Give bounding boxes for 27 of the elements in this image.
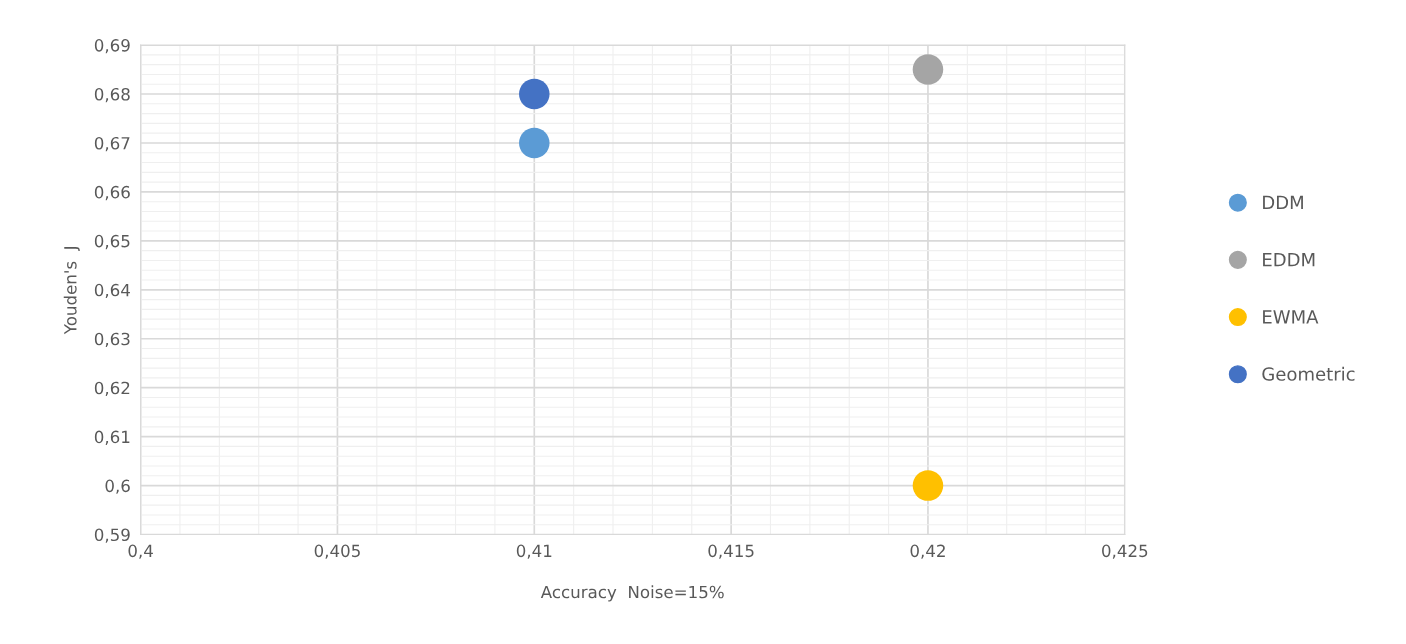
y-tick-label: 0,67 [94,136,130,152]
legend-label: DDM [1263,195,1303,209]
legend-label: EWMA [1263,310,1319,324]
legend-label: EDDM [1263,253,1315,267]
x-tick-label: 0,415 [708,544,754,559]
y-tick-label: 0,69 [94,39,130,54]
y-axis-title: Youden's J [63,246,80,335]
y-tick-label: 0,63 [94,332,130,348]
point [519,127,550,159]
x-tick-label: 0,405 [314,544,360,559]
point [912,470,944,501]
legend-label: Geometric [1262,366,1355,381]
x-tick-label: 0,425 [1102,544,1148,559]
y-tick-label: 0,64 [94,283,130,299]
x-tick-label: 0,42 [910,544,945,559]
x-tick-label: 0,4 [128,544,153,559]
point [912,54,944,85]
point [519,78,550,110]
y-tick-label: 0,59 [94,528,130,543]
y-tick-label: 0,62 [94,381,130,396]
x-tick-label: 0,41 [516,544,552,559]
y-tick-label: 0,61 [94,430,130,445]
x-axis-title: Accuracy Noise=15% [540,585,724,602]
y-tick-label: 0,6 [105,479,130,494]
y-tick-label: 0,65 [94,234,130,250]
y-tick-label: 0,66 [94,185,130,201]
y-tick-label: 0,68 [94,87,130,103]
